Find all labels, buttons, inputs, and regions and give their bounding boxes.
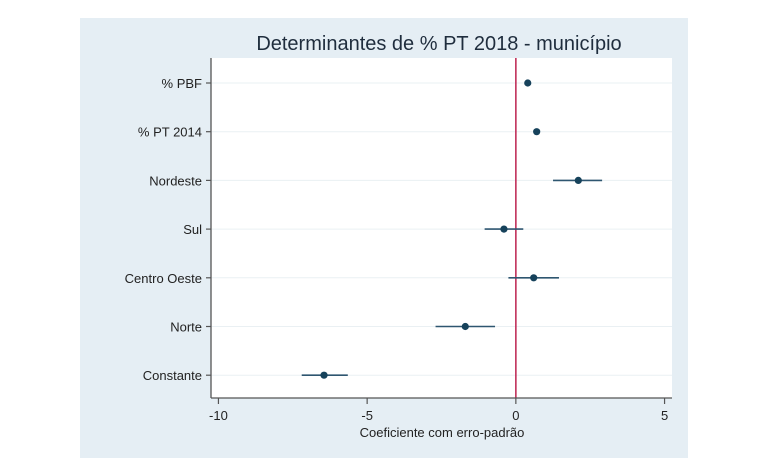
y-tick-label: % PT 2014	[138, 125, 202, 140]
coefficient-point	[320, 371, 328, 379]
y-tick-label: Constante	[143, 368, 202, 383]
coefficient-point	[524, 79, 532, 87]
coefficient-point	[533, 128, 541, 136]
x-tick-label: 5	[661, 408, 668, 423]
y-tick-label: Sul	[183, 222, 202, 237]
x-tick-label: 0	[512, 408, 519, 423]
coefficient-point	[461, 322, 469, 331]
y-tick-label: Centro Oeste	[125, 271, 202, 286]
y-tick-label: Norte	[170, 320, 202, 335]
y-axis-ticks: % PBF % PT 2014 Nordeste Sul Centro Oeste Nor…	[125, 76, 211, 383]
coefficient-point	[530, 274, 538, 282]
x-tick-label: -10	[209, 408, 228, 423]
data-marks	[301, 79, 603, 379]
coefficient-point	[500, 225, 508, 233]
x-tick-label: -5	[361, 408, 373, 423]
x-axis-label: Coeficiente com erro-padrão	[360, 425, 525, 440]
y-tick-label: % PBF	[162, 76, 203, 91]
y-tick-label: Nordeste	[149, 173, 202, 188]
coefficient-point	[574, 176, 582, 184]
x-axis-ticks: -10 -5 0 5	[209, 398, 668, 423]
chart-title: Determinantes de % PT 2018 - município	[256, 33, 621, 55]
plot-area	[211, 58, 672, 398]
